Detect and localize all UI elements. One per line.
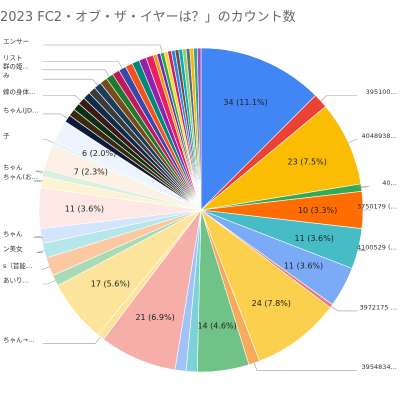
slice-data-label: 17 (5.6%): [91, 280, 130, 289]
label-leader-line: [43, 44, 163, 53]
pie-slice-53[interactable]: [196, 47, 202, 211]
slice-category-label: 3972175 …: [359, 303, 397, 311]
label-leader-line: [33, 235, 43, 238]
slice-category-label: 嫁の身体…: [3, 87, 36, 96]
slice-data-label: 34 (11.1%): [223, 98, 267, 107]
slice-category-label: ちゃん: [3, 230, 23, 238]
slice-category-label: ちゃん: [3, 164, 23, 172]
pie-slices: [38, 47, 364, 373]
slice-category-label: 40…: [382, 179, 397, 187]
slice-data-label: 21 (6.9%): [135, 313, 174, 322]
label-leader-line: [43, 69, 110, 77]
slice-data-label: 6 (2.0%): [82, 149, 116, 158]
slice-category-label: み: [3, 72, 10, 80]
slice-category-label: 群の姫…: [3, 61, 29, 70]
slice-data-label: 10 (3.3%): [298, 206, 337, 215]
slice-category-label: 3750179 (…: [357, 203, 397, 211]
label-leader-line: [254, 362, 357, 371]
label-leader-line: [357, 248, 367, 252]
slice-category-label: 子: [3, 132, 10, 140]
label-leader-line: [43, 78, 98, 86]
label-leader-line: [331, 305, 357, 312]
chart-title: 2023 FC2・オブ・ザ・イヤーは？」のカウント数: [0, 10, 296, 25]
slice-category-label: ちゃん(お…: [3, 173, 38, 181]
label-leader-line: [35, 170, 44, 174]
label-leader-line: [43, 113, 68, 119]
slice-category-label: 395100…: [366, 88, 397, 96]
slice-data-label: 11 (3.6%): [65, 205, 104, 214]
label-leader-line: [43, 61, 123, 69]
slice-category-label: 3954834…: [362, 363, 397, 371]
slice-category-label: エンサー: [3, 38, 29, 46]
slice-category-label: s（首能…: [3, 261, 32, 270]
slice-labels: 34 (11.1%) 395100… 23 (7.5%) 4048938… 40… 10 …: [3, 38, 397, 372]
label-leader-line: [36, 250, 45, 253]
slice-category-label: リスト: [3, 54, 23, 62]
pie-slice-2[interactable]: [199, 106, 362, 211]
label-leader-line: [43, 95, 82, 102]
label-leader-line: [357, 186, 370, 188]
slice-category-label: ちゃん(JD…: [3, 106, 38, 114]
pie-slice-0[interactable]: [200, 47, 316, 211]
slice-category-label: 4048938…: [362, 132, 397, 140]
slice-data-label: 23 (7.5%): [288, 158, 327, 167]
label-leader-line: [43, 336, 101, 344]
label-leader-lines: [33, 44, 371, 371]
slice-data-label: 14 (4.6%): [197, 322, 236, 331]
pie-slice-8[interactable]: [200, 209, 331, 362]
slice-data-label: 7 (2.3%): [74, 168, 108, 177]
slice-category-label: ちゃん→…: [3, 336, 34, 344]
slice-category-label: ン美女: [3, 244, 23, 253]
label-leader-line: [320, 95, 357, 102]
label-leader-line: [43, 139, 54, 144]
label-leader-line: [33, 180, 43, 183]
label-leader-line: [43, 280, 56, 285]
slice-category-label: あいり…: [3, 277, 29, 285]
slice-data-label: 24 (7.8%): [252, 299, 291, 308]
label-leader-line: [348, 139, 357, 144]
slice-category-label: 4100529 (…: [357, 243, 397, 251]
label-leader-line: [41, 266, 50, 270]
slice-data-label: 11 (3.6%): [284, 262, 323, 271]
slice-data-label: 11 (3.6%): [295, 234, 334, 243]
